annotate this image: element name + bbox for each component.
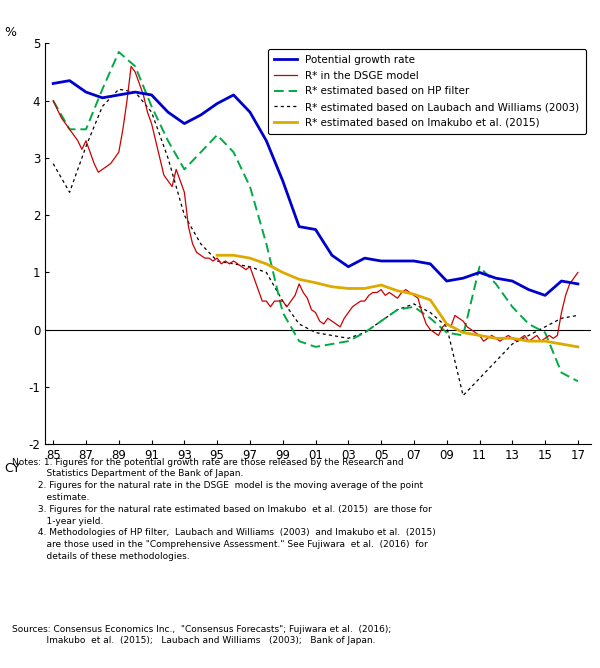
Text: Sources: Consensus Economics Inc.,  "Consensus Forecasts"; Fujiwara et al.  (201: Sources: Consensus Economics Inc., "Cons… [12, 625, 391, 645]
Legend: Potential growth rate, R* in the DSGE model, R* estimated based on HP filter, R*: Potential growth rate, R* in the DSGE mo… [268, 49, 586, 134]
Text: CY: CY [4, 462, 20, 475]
Text: %: % [4, 27, 16, 39]
Text: Notes: 1. Figures for the potential growth rate are those released by the Resear: Notes: 1. Figures for the potential grow… [12, 458, 436, 561]
